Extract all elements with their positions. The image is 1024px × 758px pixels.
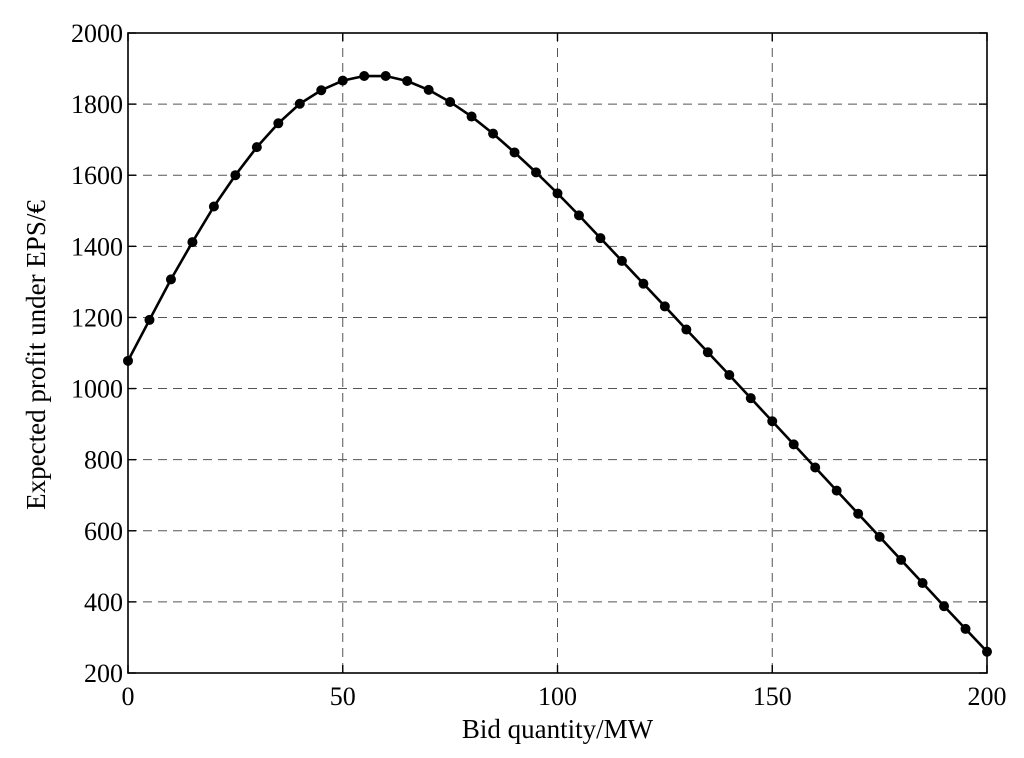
data-point	[445, 96, 456, 107]
data-point	[573, 210, 584, 221]
data-point	[552, 188, 563, 199]
y-axis-label: Expected profit under EPS/€	[21, 200, 51, 510]
data-point	[595, 233, 606, 244]
data-point	[294, 98, 305, 109]
y-tick-label: 600	[84, 517, 123, 546]
data-point	[831, 485, 842, 496]
data-point	[853, 508, 864, 519]
data-point	[810, 462, 821, 473]
data-point	[724, 370, 735, 381]
x-tick-label: 200	[968, 682, 1007, 711]
y-tick-label: 1600	[71, 161, 123, 190]
data-point	[488, 128, 499, 139]
data-point	[681, 324, 692, 335]
data-point	[874, 531, 885, 542]
data-point	[230, 170, 241, 181]
x-tick-label: 100	[538, 682, 577, 711]
y-tick-label: 2000	[71, 19, 123, 48]
x-tick-label: 150	[753, 682, 792, 711]
y-tick-label: 1000	[71, 375, 123, 404]
data-point	[316, 85, 327, 96]
data-point	[337, 75, 348, 86]
data-point	[960, 623, 971, 634]
data-point	[896, 554, 907, 565]
grid-lines	[128, 33, 987, 673]
x-tick-label: 50	[330, 682, 356, 711]
data-point	[466, 111, 477, 122]
data-point	[982, 646, 992, 657]
data-point	[745, 393, 756, 404]
data-point	[917, 578, 928, 589]
data-point	[273, 118, 284, 129]
data-point	[402, 76, 413, 86]
data-point	[702, 347, 713, 358]
data-point	[659, 301, 670, 312]
axis-ticks: 0 50 100 150 200 200 400 600 800 1000 1200 1400 1600…	[71, 19, 1007, 711]
y-tick-label: 1400	[71, 232, 123, 261]
data-point	[509, 147, 520, 158]
y-tick-label: 200	[84, 659, 123, 688]
data-point	[767, 416, 778, 427]
y-tick-label: 1800	[71, 90, 123, 119]
data-point	[788, 439, 799, 450]
data-point	[144, 314, 155, 325]
x-tick-label: 0	[122, 682, 135, 711]
data-point	[638, 278, 649, 289]
data-point	[616, 255, 627, 266]
data-point	[187, 237, 198, 248]
data-point	[423, 84, 434, 95]
series-group	[123, 71, 992, 657]
y-tick-label: 400	[84, 588, 123, 617]
x-axis-label: Bid quantity/MW	[462, 714, 654, 744]
data-point	[531, 167, 542, 178]
data-point	[380, 71, 391, 82]
data-point	[208, 201, 219, 212]
data-point	[251, 142, 262, 153]
y-tick-label: 1200	[71, 303, 123, 332]
data-point	[359, 71, 370, 82]
data-point	[165, 274, 176, 285]
data-point	[939, 601, 950, 612]
y-tick-label: 800	[84, 446, 123, 475]
data-point	[123, 355, 133, 366]
